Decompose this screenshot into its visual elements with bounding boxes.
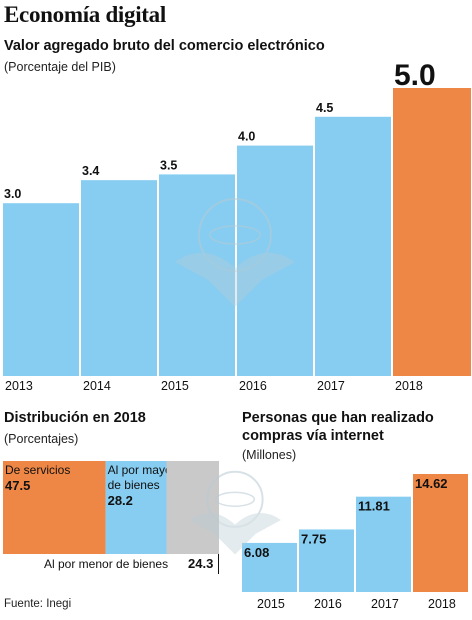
x-tick-2018: 2018 (395, 379, 423, 393)
bar-2017 (315, 116, 391, 377)
x-tick-2014: 2014 (83, 379, 111, 393)
data-label-compras-2016: 7.75 (301, 531, 326, 546)
data-label-compras-2015: 6.08 (244, 545, 269, 560)
chart-3-title-line-2: compras vía internet (242, 428, 384, 444)
segment-mayor-name-line-1: Al por mayor (108, 463, 176, 477)
data-label-2014: 3.4 (82, 164, 99, 178)
segment-mayor-name-line-2: de bienes (108, 478, 160, 492)
x-tick-2016: 2016 (239, 379, 267, 393)
watermark-eagle-seal-icon-2 (189, 470, 281, 555)
bar-compras-2018 (413, 474, 468, 592)
bar-2013 (3, 203, 79, 376)
watermark-eagle-seal-icon-1-band (209, 225, 261, 245)
segment-servicios-name: De servicios (5, 463, 70, 477)
segment-mayor (105, 461, 167, 554)
bar-2016 (237, 145, 313, 376)
bar-compras-2016 (299, 529, 354, 592)
watermark-eagle-seal-icon-1-wings (175, 252, 295, 307)
segment-servicios (3, 461, 106, 554)
x-tick-compras-2018: 2018 (428, 597, 456, 611)
watermark-eagle-seal-icon-2-wings (189, 512, 281, 555)
data-label-2016: 4.0 (238, 130, 255, 144)
bar-2015 (159, 174, 235, 376)
chart-2-subtitle: (Porcentajes) (4, 432, 79, 446)
data-label-2015: 3.5 (160, 158, 177, 172)
bar-compras-2015 (242, 542, 297, 592)
bar-compras-2017 (356, 496, 411, 592)
bar-2014 (81, 180, 157, 376)
chart-1-subtitle: (Porcentaje del PIB) (4, 60, 116, 74)
segment-menor-value: 24.3 (188, 556, 213, 571)
x-tick-2015: 2015 (161, 379, 189, 393)
data-label-2018: 5.0 (394, 59, 436, 92)
x-tick-compras-2015: 2015 (257, 597, 285, 611)
x-tick-2013: 2013 (5, 379, 33, 393)
data-label-compras-2018: 14.62 (415, 476, 448, 491)
chart-3-subtitle: (Millones) (242, 448, 297, 462)
chart-1-title: Valor agregado bruto del comercio electr… (4, 38, 325, 54)
watermark-eagle-seal-icon-1 (175, 198, 295, 307)
data-label-compras-2017: 11.81 (358, 499, 390, 514)
watermark-eagle-seal-icon-2-ring (206, 470, 264, 528)
chart-3-title-line-1: Personas que han realizado (242, 410, 434, 426)
data-label-2013: 3.0 (4, 187, 21, 201)
bar-2018 (393, 88, 471, 376)
x-tick-compras-2016: 2016 (314, 597, 342, 611)
page-title: Economía digital (4, 2, 166, 27)
segment-servicios-value: 47.5 (5, 478, 30, 493)
watermark-eagle-seal-icon-2-band (214, 491, 256, 507)
watermark-eagle-seal-icon-1-ring (198, 198, 272, 272)
source-note: Fuente: Inegi (4, 598, 72, 610)
segment-menor-name: Al por menor de bienes (44, 557, 168, 571)
chart-2-title: Distribución en 2018 (4, 410, 146, 426)
x-tick-compras-2017: 2017 (371, 597, 399, 611)
data-label-2017: 4.5 (316, 101, 333, 115)
segment-menor (166, 461, 219, 554)
x-tick-2017: 2017 (317, 379, 345, 393)
segment-mayor-value: 28.2 (108, 493, 133, 508)
